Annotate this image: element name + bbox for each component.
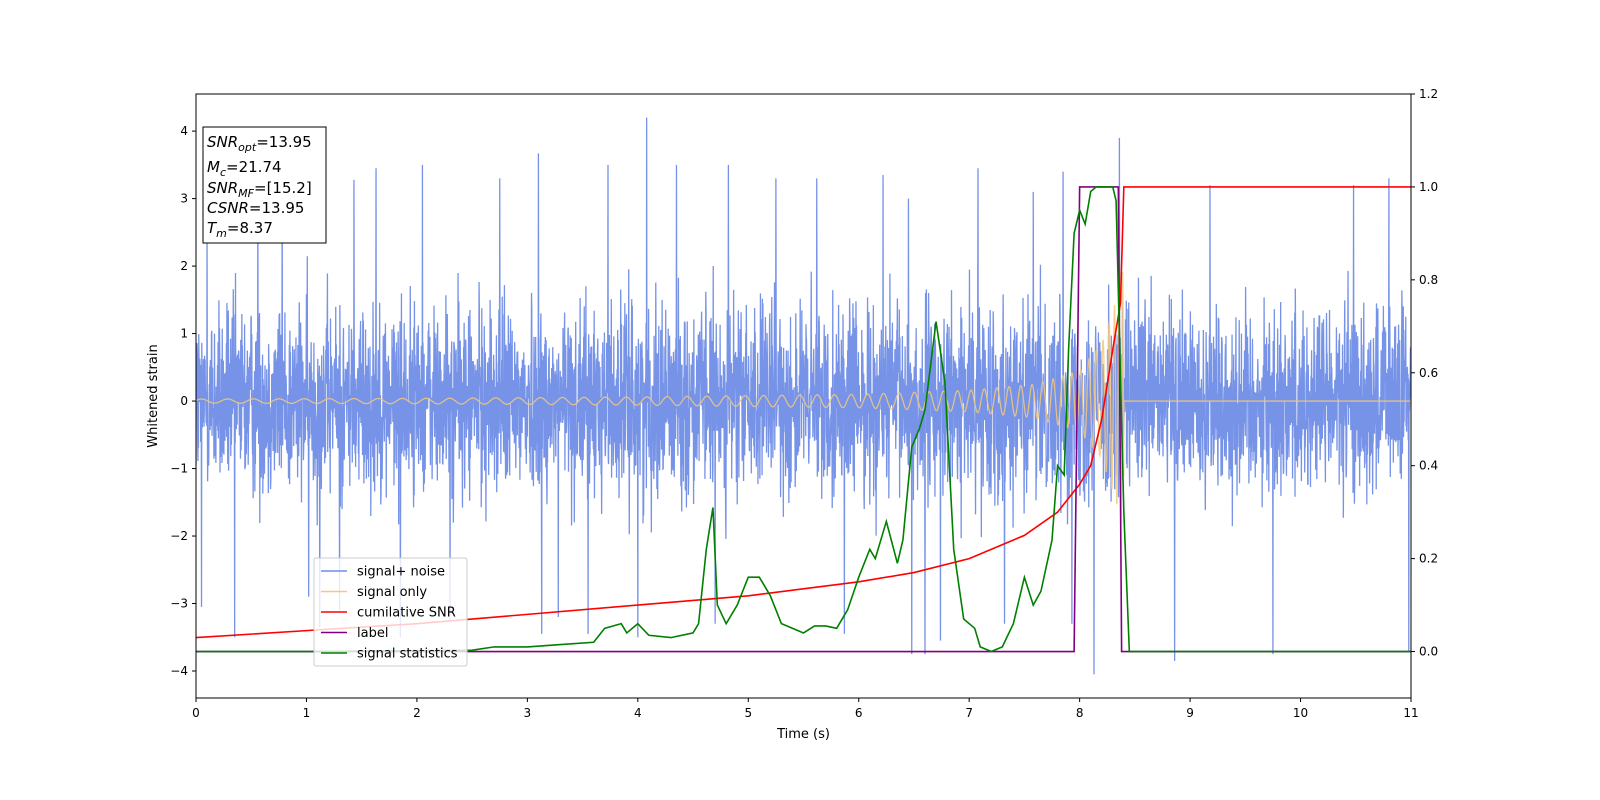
y-tick-label: −4 — [170, 664, 188, 678]
annotation-frame — [202, 126, 327, 244]
y2-tick-label: 0.4 — [1419, 459, 1438, 473]
y-tick-label: −2 — [170, 529, 188, 543]
stats-annotation-box: SNRopt=13.95 Mc=21.74SNRMF=[15.2]CSNR=13.… — [202, 126, 327, 244]
legend: signal+ noise signal only cumilative SNR la… — [313, 557, 468, 667]
series-line-signal-noise — [196, 117, 1411, 675]
legend-label: signal only — [357, 585, 427, 600]
y2-tick-label: 0.2 — [1419, 552, 1438, 566]
x-tick-label: 5 — [744, 706, 752, 720]
annotation-line: Mc=21.74 — [207, 158, 282, 179]
y-tick-label: 3 — [180, 192, 188, 206]
x-tick-label: 1 — [303, 706, 311, 720]
series-line-cumilative-snr — [196, 186, 1411, 639]
x-tick-label: 2 — [413, 706, 421, 720]
x-axis-label: Time (s) — [776, 727, 830, 742]
y-tick-label: 0 — [180, 394, 188, 408]
series-line-signal-only — [196, 271, 1411, 522]
y-tick-label: 4 — [180, 124, 188, 138]
plot-frame — [195, 93, 1412, 699]
annotation-line: SNRopt=13.95 — [207, 133, 312, 154]
x-tick-label: 6 — [855, 706, 863, 720]
x-tick-label: 11 — [1403, 706, 1418, 720]
y-axis-left: −4 −3 −2 −1 0 1 2 3 4 — [170, 124, 196, 678]
annotation-line: SNRMF=[15.2] — [207, 179, 312, 200]
y-tick-label: 2 — [180, 259, 188, 273]
legend-label: signal+ noise — [357, 565, 445, 580]
x-tick-label: 8 — [1076, 706, 1084, 720]
x-tick-label: 9 — [1186, 706, 1194, 720]
y-tick-label: −1 — [170, 462, 188, 476]
y2-tick-label: 1.2 — [1419, 87, 1438, 101]
legend-label: cumilative SNR — [357, 606, 456, 621]
x-tick-label: 3 — [524, 706, 532, 720]
y-axis-label: Whitened strain — [146, 344, 161, 447]
x-tick-label: 0 — [192, 706, 200, 720]
y2-tick-label: 0.6 — [1419, 366, 1438, 380]
series-line-signal-statistics — [196, 186, 1411, 653]
annotation-line: CSNR=13.95 — [207, 199, 304, 217]
x-axis: 0 1 2 3 4 5 6 7 8 9 10 11 — [192, 698, 1419, 720]
y-tick-label: −3 — [170, 597, 188, 611]
legend-frame — [313, 557, 468, 667]
y-axis-right: 0.0 0.2 0.4 0.6 0.8 1.0 1.2 — [1411, 87, 1438, 659]
y2-tick-label: 0.0 — [1419, 645, 1438, 659]
plot-area — [196, 117, 1411, 675]
annotation-line: Tm=8.37 — [207, 219, 273, 240]
y2-tick-label: 1.0 — [1419, 180, 1438, 194]
y-tick-label: 1 — [180, 327, 188, 341]
y2-tick-label: 0.8 — [1419, 273, 1438, 287]
legend-label: label — [357, 626, 388, 641]
legend-label: signal statistics — [357, 647, 458, 662]
x-tick-label: 10 — [1293, 706, 1308, 720]
x-tick-label: 4 — [634, 706, 642, 720]
x-tick-label: 7 — [965, 706, 973, 720]
